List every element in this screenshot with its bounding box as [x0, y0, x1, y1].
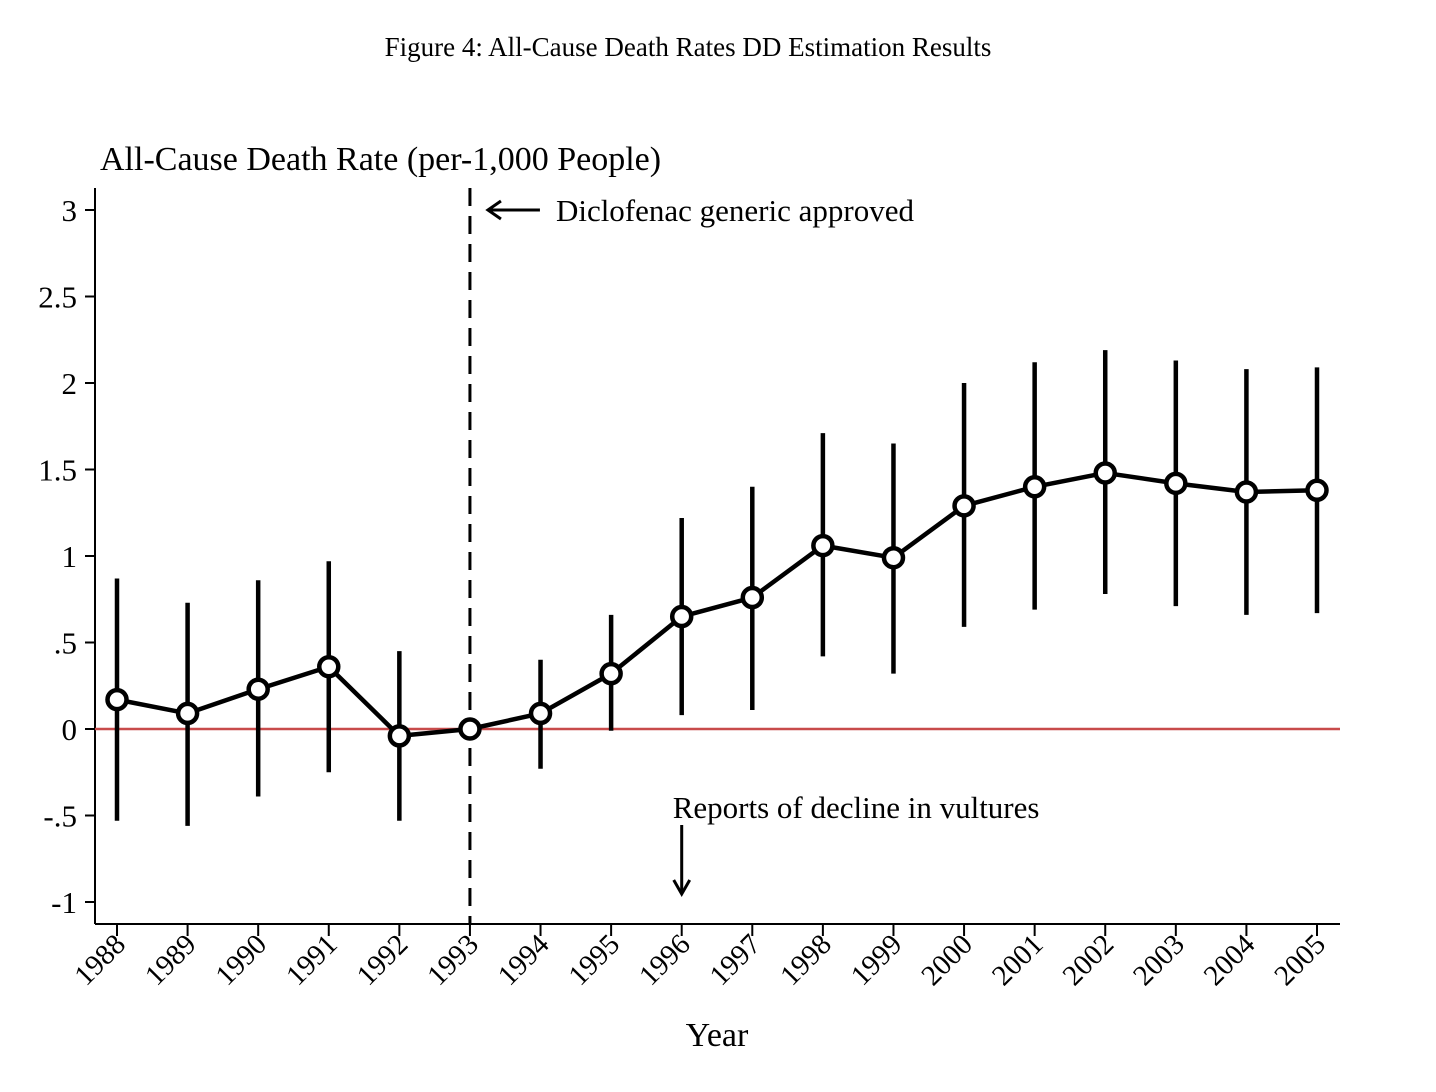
annotation-diclofenac: Diclofenac generic approved [556, 193, 915, 228]
data-point [387, 724, 412, 748]
data-point [740, 585, 765, 610]
data-point [246, 677, 270, 701]
x-tick-label: 1991 [280, 928, 344, 992]
data-point [1093, 461, 1117, 485]
data-point [175, 701, 200, 726]
x-axis-title: Year [686, 1017, 749, 1054]
x-tick-label: 1999 [845, 928, 909, 992]
y-tick-label: 3 [62, 193, 78, 228]
data-point [811, 533, 835, 558]
x-tick-label: 1998 [774, 928, 838, 992]
y-tick-label: .5 [54, 626, 77, 661]
x-tick-label: 1989 [139, 928, 203, 992]
arrow-left-icon [485, 199, 502, 221]
x-tick-label: 2003 [1127, 928, 1191, 992]
y-tick-label: -.5 [43, 799, 77, 834]
y-tick-label: 1.5 [38, 453, 77, 488]
data-point [881, 545, 906, 570]
y-axis-title: All-Cause Death Rate (per-1,000 People) [100, 141, 661, 178]
data-point [1164, 471, 1188, 496]
x-tick-label: 2001 [986, 928, 1050, 992]
x-tick-label: 1995 [562, 928, 626, 992]
data-points [105, 461, 1329, 748]
series-line-group [116, 470, 1318, 739]
arrow-down-icon [672, 879, 692, 898]
figure-caption: Figure 4: All-Cause Death Rates DD Estim… [384, 32, 992, 62]
y-tick-label: 0 [62, 712, 78, 747]
y-tick-label: 1 [62, 539, 78, 574]
reference-lines [95, 188, 1340, 924]
x-tick-label: 1988 [68, 928, 132, 992]
x-tick-label: 2005 [1268, 928, 1332, 992]
x-tick-label: 1992 [351, 928, 415, 992]
x-tick-label: 1997 [704, 928, 768, 992]
data-point [669, 604, 694, 629]
series-line [116, 470, 1318, 739]
data-point [599, 661, 623, 686]
y-tick-label: 2 [62, 366, 78, 401]
x-tick-label: 1990 [209, 928, 273, 992]
y-tick-label: -1 [51, 885, 77, 920]
y-tick-label: 2.5 [38, 280, 77, 315]
data-point [528, 701, 553, 726]
x-tick-label: 2000 [915, 928, 979, 992]
data-point [1234, 480, 1259, 504]
data-point [952, 494, 976, 518]
data-point [1022, 475, 1047, 499]
x-tick-label: 2002 [1057, 928, 1121, 992]
data-point [105, 687, 129, 712]
annotations: Diclofenac generic approved Reports of de… [485, 193, 1040, 898]
data-point [317, 654, 341, 679]
x-tick-label: 1996 [633, 928, 697, 992]
data-point [458, 717, 482, 741]
x-tick-label: 1994 [492, 928, 556, 992]
annotation-vultures: Reports of decline in vultures [673, 790, 1040, 825]
confidence-intervals [114, 350, 1320, 826]
data-point [1305, 478, 1329, 503]
x-tick-label: 1993 [421, 928, 485, 992]
x-tick-label: 2004 [1198, 928, 1262, 992]
